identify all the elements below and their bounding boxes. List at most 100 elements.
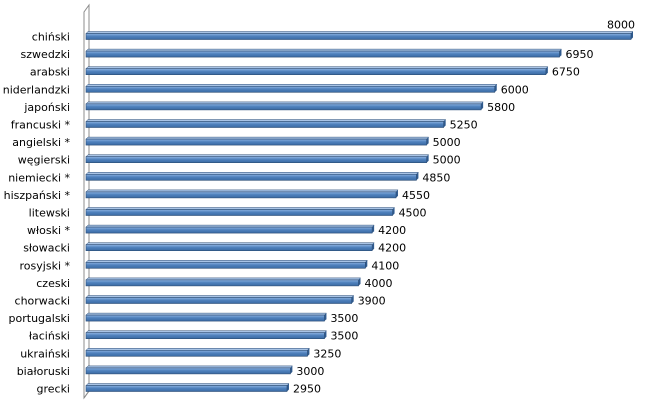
bar bbox=[85, 207, 396, 216]
bar-end-face bbox=[290, 365, 293, 374]
bar-end-face bbox=[426, 154, 429, 163]
data-label: 4550 bbox=[402, 189, 430, 202]
bar-front-face bbox=[85, 367, 291, 375]
category-label: chorwacki bbox=[15, 295, 70, 308]
data-label: 2950 bbox=[293, 383, 321, 396]
bar-end-face bbox=[324, 330, 327, 339]
data-label: 4000 bbox=[365, 277, 393, 290]
data-label: 6950 bbox=[565, 48, 593, 61]
bar-front-face bbox=[85, 121, 444, 128]
data-label: 4200 bbox=[378, 224, 406, 237]
bar bbox=[85, 348, 311, 357]
bar-end-face bbox=[392, 207, 395, 216]
category-label: czeski bbox=[36, 277, 70, 290]
bar bbox=[85, 189, 399, 199]
data-label: 3500 bbox=[330, 330, 358, 343]
category-label: słowacki bbox=[23, 242, 70, 255]
data-label: 5000 bbox=[433, 154, 461, 167]
bar-end-face bbox=[307, 348, 310, 357]
data-label: 3000 bbox=[296, 365, 324, 378]
bar bbox=[85, 330, 328, 340]
bar-end-face bbox=[395, 189, 398, 198]
category-label: włoski * bbox=[27, 224, 71, 237]
bar bbox=[85, 154, 430, 163]
category-label: grecki bbox=[36, 383, 70, 396]
category-label: portugalski bbox=[9, 312, 70, 325]
data-label: 4200 bbox=[378, 242, 406, 255]
category-label: litewski bbox=[29, 207, 70, 220]
bar bbox=[85, 119, 447, 128]
bar-front-face bbox=[85, 33, 632, 40]
bar bbox=[85, 312, 328, 322]
bar-front-face bbox=[85, 314, 325, 322]
bar-end-face bbox=[416, 172, 419, 181]
bar bbox=[85, 66, 549, 75]
category-label: ukraiński bbox=[20, 347, 70, 360]
bar bbox=[85, 383, 290, 392]
category-label: arabski bbox=[30, 66, 70, 79]
bar-top-face bbox=[85, 66, 549, 69]
category-label: rosyjski * bbox=[20, 259, 71, 272]
data-label: 3900 bbox=[358, 295, 386, 308]
bar-end-face bbox=[426, 137, 429, 146]
bar-end-face bbox=[324, 313, 327, 322]
data-label: 5250 bbox=[450, 119, 478, 132]
data-label: 5800 bbox=[487, 101, 515, 114]
bar-front-face bbox=[85, 103, 482, 111]
bar bbox=[85, 172, 420, 181]
category-label: niemiecki * bbox=[8, 171, 70, 184]
bar-front-face bbox=[85, 297, 352, 304]
category-label: francuski * bbox=[11, 119, 71, 132]
bar-front-face bbox=[85, 226, 373, 234]
bar-end-face bbox=[481, 101, 484, 110]
category-label: chiński bbox=[32, 31, 70, 44]
bar-front-face bbox=[85, 86, 496, 93]
bar-front-face bbox=[85, 68, 547, 75]
bar-end-face bbox=[372, 242, 375, 251]
category-labels: chiński szwedzki arabski niderlandzki japońs… bbox=[3, 31, 71, 396]
bar-front-face bbox=[85, 349, 308, 357]
bar-front-face bbox=[85, 385, 288, 392]
bar-top-face bbox=[85, 207, 396, 210]
category-label: szwedzki bbox=[21, 48, 70, 61]
bar-end-face bbox=[365, 260, 368, 269]
bar-end-face bbox=[494, 84, 497, 93]
category-label: hiszpański * bbox=[4, 189, 71, 202]
bar bbox=[85, 31, 634, 40]
bar-front-face bbox=[85, 209, 393, 216]
data-label: 4850 bbox=[422, 171, 450, 184]
bar-front-face bbox=[85, 156, 427, 163]
bar-front-face bbox=[85, 50, 560, 58]
category-label: angielski * bbox=[12, 136, 70, 149]
data-label: 5000 bbox=[433, 136, 461, 149]
bar-end-face bbox=[358, 277, 361, 286]
data-label: 3500 bbox=[330, 312, 358, 325]
bar-front-face bbox=[85, 191, 397, 199]
axis-wall bbox=[83, 3, 90, 400]
bar-top-face bbox=[85, 172, 420, 175]
bar-end-face bbox=[443, 119, 446, 128]
value-labels: 8000 6950 6750 6000 5800 5250 5000 5000 4850 4550… bbox=[293, 19, 635, 396]
bar bbox=[85, 84, 498, 93]
bar bbox=[85, 295, 355, 304]
category-label: białoruski bbox=[17, 365, 70, 378]
bar bbox=[85, 101, 484, 111]
bar-top-face bbox=[85, 84, 498, 87]
bar-front-face bbox=[85, 244, 373, 251]
data-label: 3250 bbox=[313, 347, 341, 360]
bar-top-face bbox=[85, 242, 375, 245]
bar bbox=[85, 136, 430, 146]
bar-end-face bbox=[286, 383, 289, 392]
bar-top-face bbox=[85, 154, 430, 157]
bars-group bbox=[85, 31, 634, 392]
data-label: 4100 bbox=[371, 259, 399, 272]
bar-front-face bbox=[85, 332, 325, 340]
bar bbox=[85, 277, 362, 287]
bar-end-face bbox=[559, 49, 562, 58]
bar bbox=[85, 260, 368, 269]
bar bbox=[85, 224, 375, 234]
bar-front-face bbox=[85, 261, 366, 269]
data-label: 4500 bbox=[399, 207, 427, 220]
bar-top-face bbox=[85, 119, 447, 122]
